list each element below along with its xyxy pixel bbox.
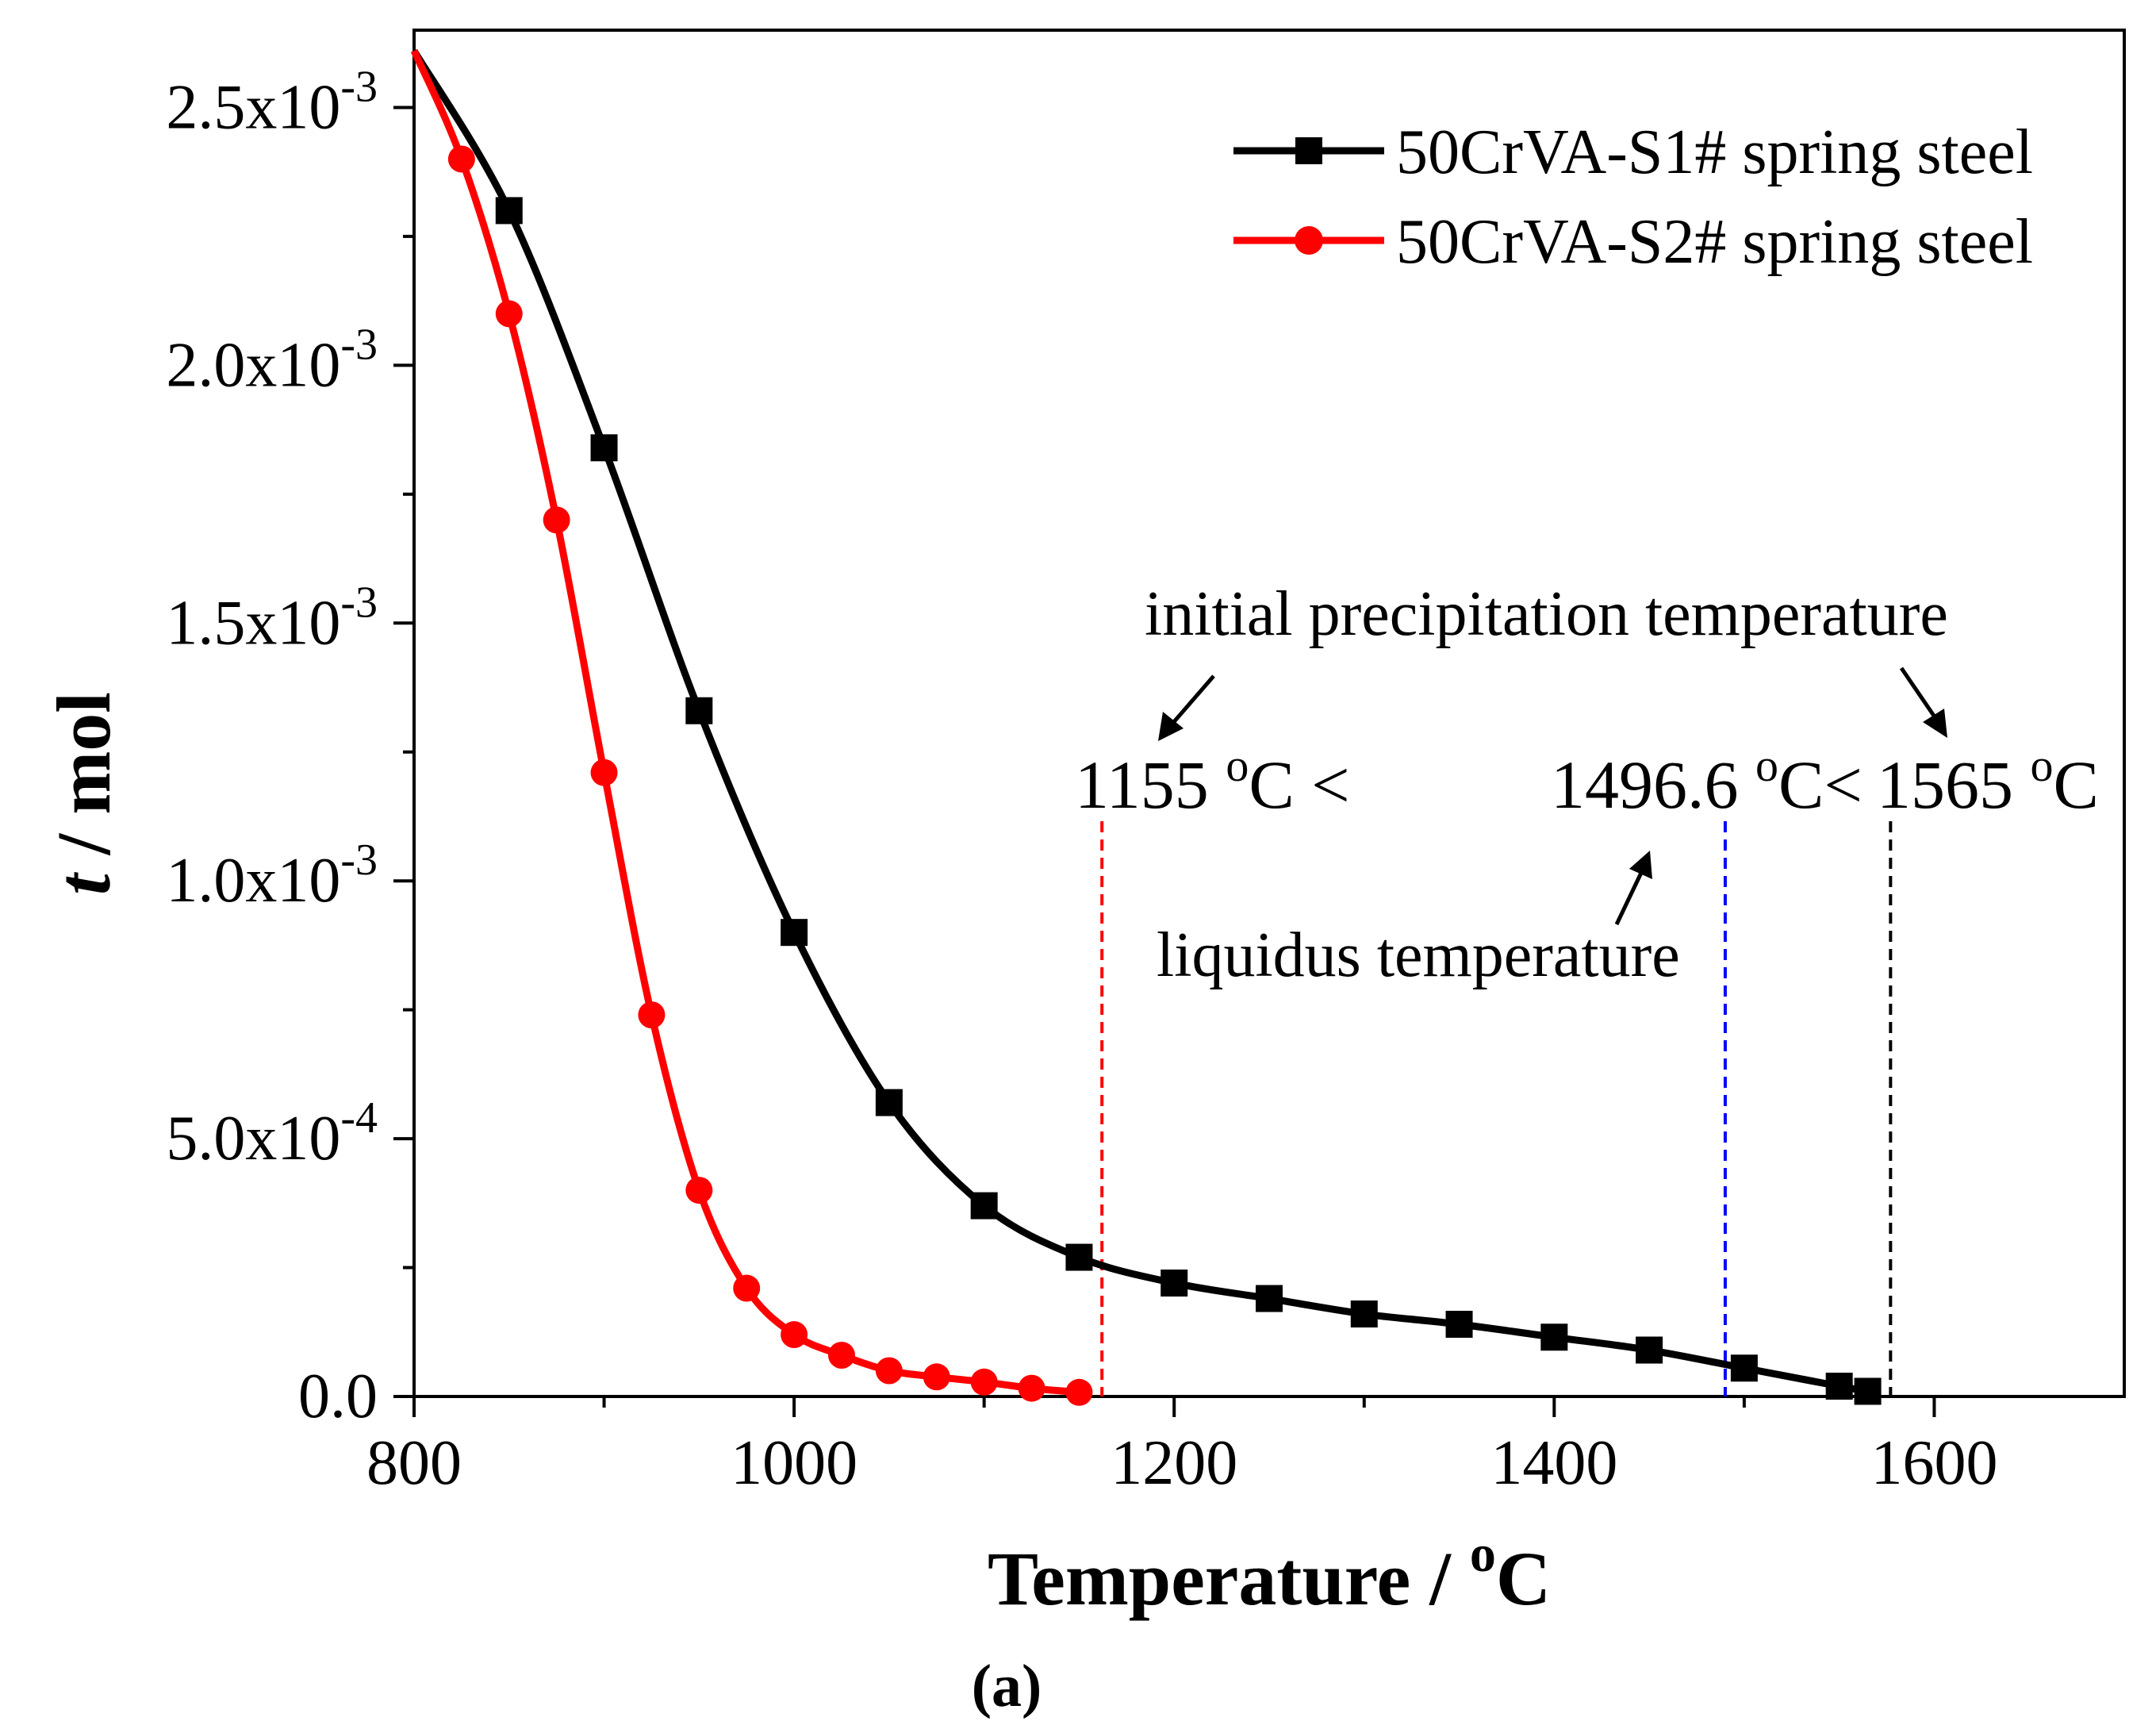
panel-label: (a) xyxy=(972,1653,1042,1719)
series-1-point xyxy=(590,434,618,462)
annotation-1155-num: 1155 xyxy=(1075,747,1226,823)
x-axis-title-sup: o xyxy=(1470,1525,1496,1583)
y-tick-label: 2.0x10-3 xyxy=(166,320,378,400)
annotations: initial precipitation temperature liquid… xyxy=(1075,579,2099,990)
series-2-point xyxy=(543,506,570,534)
series-2-point xyxy=(1065,1378,1093,1406)
series-2-point xyxy=(685,1177,713,1204)
y-axis: 0.0 5.0x10-4 1.0x10-3 1.5x10-3 2.0x10-3 2.5x1… xyxy=(166,62,414,1431)
y-tick-label: 1.0x10-3 xyxy=(166,836,378,916)
series-2-point xyxy=(590,759,618,786)
legend-label-s1: 50CrVA-S1# spring steel xyxy=(1396,117,2033,187)
series-line-1 xyxy=(411,48,1869,1395)
y-tick-label: 0.0 xyxy=(298,1362,378,1431)
arrow-initial-left xyxy=(1158,674,1215,741)
annotation-1565-num: 1565 xyxy=(1877,747,2031,823)
x-tick-label: 1200 xyxy=(1111,1428,1237,1498)
series-1-point xyxy=(1636,1336,1663,1364)
series-2-point xyxy=(970,1368,998,1396)
series-1-point xyxy=(1160,1270,1188,1297)
series-1-point xyxy=(495,197,523,225)
series-2-point xyxy=(923,1363,950,1391)
x-tick-label: 1400 xyxy=(1490,1428,1617,1498)
y-axis-title: t / mol xyxy=(41,692,126,895)
plot-frame xyxy=(412,29,2126,1398)
series-1-point xyxy=(685,697,713,724)
series-1-point xyxy=(970,1192,998,1220)
y-tick-label: 1.5x10-3 xyxy=(166,578,378,658)
y-tick-label: 2.5x10-3 xyxy=(166,62,378,142)
annotation-initial-precipitation: initial precipitation temperature xyxy=(1145,579,1948,649)
annotation-1496: 1496.6 oC< xyxy=(1551,739,1863,823)
series-1-point xyxy=(1256,1285,1283,1312)
x-axis-title: Temperature / oC xyxy=(988,1525,1551,1621)
series-2-point xyxy=(1018,1374,1045,1402)
x-axis-title-unit: C xyxy=(1496,1536,1551,1621)
x-tick-label: 1600 xyxy=(1870,1428,1997,1498)
annotation-1155: 1155 oC < xyxy=(1075,739,1350,823)
series-line-2 xyxy=(410,49,1089,1397)
annotation-1155-unit: C < xyxy=(1249,747,1349,823)
y-axis-title-italic: t xyxy=(41,871,126,895)
x-axis: 800 1000 1200 1400 1600 xyxy=(366,1396,1997,1498)
legend-label-s2: 50CrVA-S2# spring steel xyxy=(1396,207,2033,277)
annotation-1565: 1565 oC xyxy=(1877,739,2099,823)
series-1-point xyxy=(1730,1354,1758,1382)
y-tick-label: 5.0x10-4 xyxy=(166,1093,378,1174)
series-1-point xyxy=(1854,1377,1882,1405)
series-1-point xyxy=(1825,1373,1853,1400)
series-2-point xyxy=(495,300,523,328)
annotation-1496-num: 1496.6 xyxy=(1551,747,1755,823)
annotation-1496-sup: o xyxy=(1755,739,1778,791)
annotation-1565-sup: o xyxy=(2031,739,2054,791)
series-layer xyxy=(410,48,1882,1406)
series-2-point xyxy=(828,1342,855,1370)
series-1-point xyxy=(781,919,808,947)
series-1-point xyxy=(1540,1323,1568,1351)
series-1-point xyxy=(1445,1311,1473,1339)
arrow-initial-right xyxy=(1899,667,1947,738)
series-1-point xyxy=(875,1089,903,1116)
series-1-point xyxy=(1350,1300,1378,1328)
arrow-liquidus xyxy=(1614,851,1652,926)
annotation-liquidus: liquidus temperature xyxy=(1157,920,1680,990)
x-tick-label: 800 xyxy=(366,1428,462,1498)
y-axis-title-rest: / mol xyxy=(41,692,126,874)
series-2-point xyxy=(733,1274,761,1302)
legend: 50CrVA-S1# spring steel 50CrVA-S2# sprin… xyxy=(1233,117,2033,277)
annotation-1155-sup: o xyxy=(1226,739,1249,791)
reference-lines xyxy=(1100,821,1893,1396)
series-2-point xyxy=(875,1357,903,1385)
x-axis-title-text: Temperature / xyxy=(988,1536,1470,1621)
series-1-point xyxy=(1065,1243,1093,1271)
legend-marker-s1 xyxy=(1295,137,1322,164)
series-2-point xyxy=(638,1001,666,1029)
series-2-point xyxy=(781,1321,808,1349)
legend-marker-s2 xyxy=(1295,226,1323,255)
x-tick-label: 1000 xyxy=(731,1428,857,1498)
series-2-point xyxy=(447,145,475,173)
annotation-1496-unit: C< xyxy=(1778,747,1863,823)
annotation-1565-unit: C xyxy=(2054,747,2099,823)
